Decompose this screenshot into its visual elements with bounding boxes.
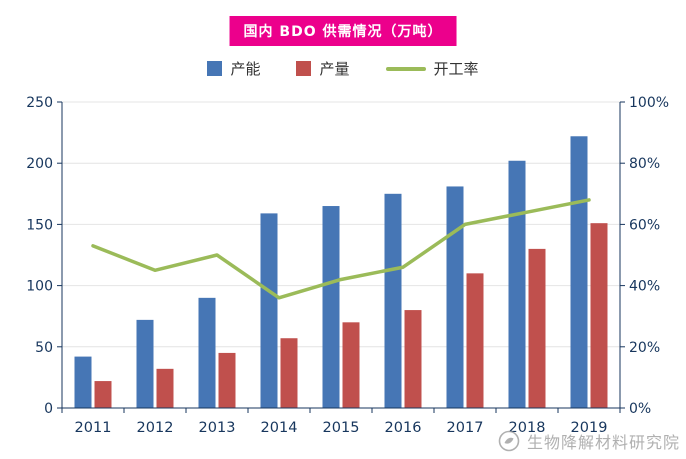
- y-axis-right-label: 0%: [629, 401, 651, 417]
- legend-swatch-operating-rate-icon: [385, 66, 426, 71]
- legend-item-capacity: 产能: [207, 58, 260, 79]
- y-axis-right-label: 20%: [629, 340, 660, 356]
- bar-capacity-2016: [384, 193, 402, 408]
- y-axis-left-label: 0: [44, 401, 53, 417]
- y-axis-left-label: 50: [35, 340, 53, 356]
- y-axis-right-label: 60%: [629, 217, 660, 233]
- bar-capacity-2018: [508, 160, 526, 408]
- bar-capacity-2012: [136, 319, 154, 408]
- legend-swatch-production-icon: [296, 61, 312, 76]
- y-axis-right-label: 40%: [629, 279, 660, 295]
- bdo-supply-demand-chart: 0 50 100 150 200 250 0% 20% 40% 60% 80% 100% 2011 201…: [26, 95, 669, 436]
- x-axis-label-2017: 2017: [447, 420, 484, 436]
- bar-production-2015: [342, 322, 360, 408]
- legend-label-operating-rate: 开工率: [433, 60, 479, 78]
- bar-capacity-2013: [198, 297, 216, 408]
- x-axis-label-2011: 2011: [75, 420, 112, 436]
- y-axis-left-label: 100: [26, 279, 53, 295]
- x-axis-label-2012: 2012: [137, 420, 174, 436]
- legend: 产能 产量 开工率: [0, 58, 686, 79]
- legend-swatch-capacity-icon: [207, 61, 223, 76]
- bar-production-2017: [466, 273, 484, 408]
- legend-item-production: 产量: [296, 58, 350, 79]
- bar-capacity-2015: [322, 206, 340, 408]
- x-axis-label-2015: 2015: [323, 420, 360, 436]
- legend-item-operating-rate: 开工率: [385, 58, 479, 79]
- legend-label-capacity: 产能: [230, 60, 261, 78]
- x-axis-label-2014: 2014: [261, 420, 298, 436]
- bar-production-2016: [404, 310, 422, 408]
- bar-capacity-2019: [570, 136, 588, 408]
- x-axis-label-2019: 2019: [571, 420, 608, 436]
- y-axis-left-label: 250: [26, 95, 53, 111]
- line-operating-rate: [91, 198, 591, 300]
- bar-capacity-2011: [74, 356, 92, 408]
- bar-capacity-2014: [260, 213, 278, 408]
- x-axis-label-2016: 2016: [385, 420, 422, 436]
- watermark: 生物降解材料研究院: [498, 429, 680, 453]
- chart-title: 国内 BDO 供需情况（万吨）: [229, 16, 457, 46]
- x-axis-label-2013: 2013: [199, 420, 236, 436]
- y-axis-right-label: 80%: [629, 156, 660, 172]
- bar-production-2012: [156, 368, 174, 408]
- bar-production-2013: [218, 352, 236, 408]
- y-axis-left-label: 200: [26, 156, 53, 172]
- bar-production-2018: [528, 248, 546, 408]
- legend-label-production: 产量: [319, 60, 350, 78]
- bar-production-2014: [280, 338, 298, 408]
- y-axis-right-label: 100%: [629, 95, 669, 111]
- x-axis-label-2018: 2018: [509, 420, 546, 436]
- watermark-logo-icon: [498, 430, 520, 452]
- bar-capacity-2017: [446, 186, 464, 408]
- bar-production-2019: [590, 223, 608, 408]
- watermark-text: 生物降解材料研究院: [526, 433, 680, 452]
- bar-production-2011: [94, 381, 112, 408]
- y-axis-left-label: 150: [26, 217, 53, 233]
